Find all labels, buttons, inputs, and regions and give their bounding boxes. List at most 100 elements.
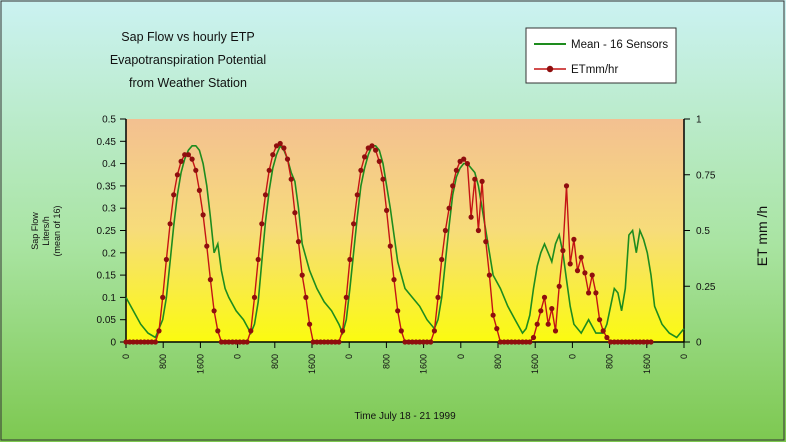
left-tick-label: 0.3 bbox=[102, 204, 116, 215]
data-point-et bbox=[604, 334, 610, 341]
data-point-et bbox=[490, 312, 496, 318]
data-point-et bbox=[340, 328, 346, 334]
left-tick-label: 0 bbox=[110, 338, 116, 349]
data-point-et bbox=[266, 167, 272, 173]
data-point-et bbox=[417, 339, 423, 345]
data-point-et bbox=[351, 221, 357, 227]
left-tick-label: 0.25 bbox=[97, 226, 117, 237]
left-tick-label: 0.4 bbox=[102, 159, 116, 170]
data-point-et bbox=[343, 294, 349, 300]
data-point-et bbox=[641, 339, 647, 345]
chart-title-line-3: from Weather Station bbox=[129, 76, 247, 90]
data-point-et bbox=[589, 272, 595, 278]
data-point-et bbox=[141, 339, 147, 345]
legend-marker-et bbox=[546, 65, 554, 73]
data-point-et bbox=[615, 339, 621, 345]
chart-title: Sap Flow vs hourly ETP Evapotranspiratio… bbox=[110, 30, 266, 90]
data-point-et bbox=[391, 277, 397, 283]
data-point-et bbox=[167, 221, 173, 227]
right-tick-label: 0.75 bbox=[696, 170, 716, 181]
data-point-et bbox=[486, 272, 492, 278]
data-point-et bbox=[277, 140, 283, 147]
data-point-et bbox=[244, 339, 250, 345]
data-point-et bbox=[413, 339, 419, 345]
data-point-et bbox=[501, 339, 507, 345]
data-point-et bbox=[358, 167, 364, 173]
x-tick-label: 800 bbox=[270, 354, 280, 369]
data-point-et bbox=[611, 339, 617, 345]
data-point-et bbox=[284, 156, 291, 162]
left-tick-label: 0.15 bbox=[97, 271, 117, 282]
data-point-et bbox=[600, 328, 606, 334]
data-point-et bbox=[512, 339, 518, 345]
data-point-et bbox=[420, 339, 426, 345]
data-point-et bbox=[376, 158, 382, 164]
right-tick-label: 1 bbox=[696, 115, 702, 126]
data-point-et bbox=[541, 294, 548, 300]
x-tick-label: 800 bbox=[605, 354, 615, 369]
data-point-et bbox=[431, 328, 437, 334]
data-point-et bbox=[384, 207, 390, 213]
data-point-et bbox=[406, 339, 412, 345]
data-point-et bbox=[218, 339, 224, 345]
data-point-et bbox=[428, 339, 434, 345]
data-point-et bbox=[149, 339, 155, 345]
data-point-et bbox=[446, 205, 452, 211]
legend-label-et: ETmm/hr bbox=[571, 64, 618, 76]
data-point-et bbox=[259, 221, 265, 227]
left-axis-title-line-3: (mean of 16) bbox=[52, 205, 62, 256]
data-point-et bbox=[193, 167, 199, 173]
data-point-et bbox=[134, 339, 140, 345]
x-tick-label: 1600 bbox=[419, 354, 429, 374]
data-point-et bbox=[387, 243, 393, 249]
data-point-et bbox=[622, 339, 628, 345]
right-tick-label: 0.25 bbox=[696, 282, 716, 293]
right-tick-label: 0 bbox=[696, 338, 702, 349]
x-axis-title: Time July 18 - 21 1999 bbox=[354, 411, 456, 422]
legend-label-mean: Mean - 16 Sensors bbox=[571, 39, 668, 51]
data-point-et bbox=[229, 339, 236, 345]
legend-box bbox=[525, 27, 677, 84]
data-point-et bbox=[307, 321, 313, 327]
x-tick-label: 0 bbox=[233, 354, 243, 359]
data-point-et bbox=[468, 214, 474, 220]
data-point-et bbox=[182, 152, 188, 158]
data-point-et bbox=[619, 339, 625, 345]
data-point-et bbox=[362, 154, 368, 160]
data-point-et bbox=[310, 339, 316, 345]
data-point-et bbox=[593, 290, 599, 296]
data-point-et bbox=[255, 256, 261, 263]
data-point-et bbox=[160, 294, 166, 300]
data-point-et bbox=[354, 192, 360, 198]
data-point-et bbox=[336, 339, 342, 345]
data-point-et bbox=[196, 187, 202, 193]
data-point-et bbox=[648, 339, 654, 345]
data-point-et bbox=[508, 339, 515, 345]
x-tick-label: 0 bbox=[344, 354, 354, 359]
data-point-et bbox=[530, 334, 537, 341]
data-point-et bbox=[556, 283, 562, 289]
data-point-et bbox=[200, 212, 206, 218]
data-point-et bbox=[171, 192, 177, 198]
data-point-et bbox=[494, 326, 500, 332]
plot-area bbox=[126, 119, 684, 342]
data-point-et bbox=[439, 256, 445, 263]
data-point-et bbox=[597, 317, 603, 323]
left-tick-label: 0.45 bbox=[97, 137, 117, 148]
series-mean-16-sensors bbox=[125, 144, 685, 339]
series-line-et bbox=[126, 142, 651, 343]
data-point-et bbox=[424, 339, 430, 345]
data-point-et bbox=[185, 152, 191, 158]
data-point-et bbox=[567, 261, 573, 267]
data-point-et bbox=[163, 256, 169, 263]
data-point-et bbox=[215, 328, 221, 334]
data-point-et bbox=[207, 277, 213, 283]
data-point-et bbox=[464, 161, 470, 167]
left-axis-title-line-2: Liters/h bbox=[41, 216, 51, 246]
data-point-et bbox=[527, 339, 533, 345]
data-point-et bbox=[273, 143, 280, 149]
x-tick-label: 800 bbox=[381, 354, 391, 369]
